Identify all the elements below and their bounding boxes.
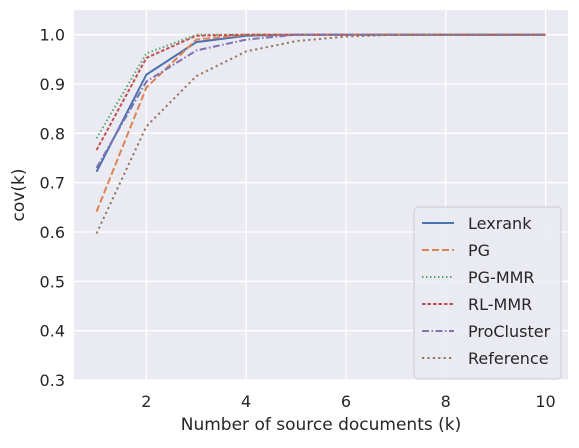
x-tick-label: 2	[141, 392, 151, 411]
y-tick-label: 0.3	[40, 371, 65, 390]
legend-label: Lexrank	[468, 214, 532, 233]
series-lines	[95, 33, 546, 234]
x-tick-labels: 2 4 6 8 10	[141, 392, 555, 411]
x-tick-label: 10	[535, 392, 555, 411]
series-line-reference	[95, 33, 546, 234]
x-tick-label: 4	[241, 392, 251, 411]
x-tick-label: 8	[441, 392, 451, 411]
y-tick-label: 0.5	[40, 272, 65, 291]
y-tick-label: 0.8	[40, 124, 65, 143]
x-axis-label: Number of source documents (k)	[181, 415, 461, 435]
legend-label: ProCluster	[468, 322, 551, 341]
y-tick-label: 0.7	[40, 174, 65, 193]
y-axis-label: cov(k)	[9, 169, 29, 222]
series-line-rl-mmr	[95, 33, 546, 151]
legend-label: RL-MMR	[468, 295, 532, 314]
y-tick-labels: 0.3 0.4 0.5 0.6 0.7 0.8 0.9 1.0	[40, 26, 65, 390]
x-tick-label: 6	[341, 392, 351, 411]
y-tick-label: 0.9	[40, 75, 65, 94]
legend: Lexrank PG PG-MMR RL-MMR ProCluster Reference	[413, 206, 562, 380]
legend-label: PG-MMR	[468, 268, 535, 287]
y-tick-label: 1.0	[40, 26, 65, 45]
y-tick-label: 0.4	[40, 322, 65, 341]
legend-label: Reference	[468, 349, 549, 368]
grid	[74, 10, 568, 381]
y-tick-label: 0.6	[40, 223, 65, 242]
legend-box	[413, 206, 562, 380]
legend-label: PG	[468, 241, 490, 260]
